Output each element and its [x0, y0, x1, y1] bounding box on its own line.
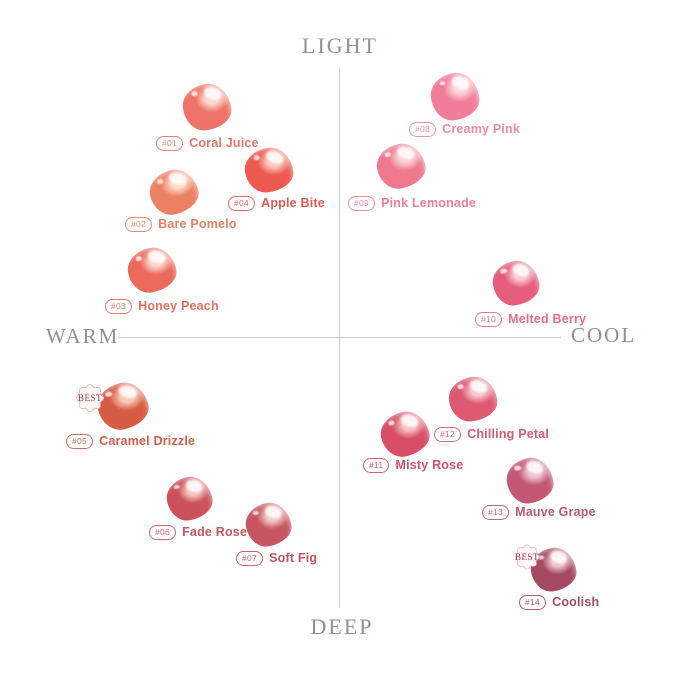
shade-name: Fade Rose [182, 525, 248, 539]
shade-name: Soft Fig [269, 551, 318, 565]
shade-label: #04 Apple Bite [228, 195, 325, 211]
shade-number-badge: #14 [519, 594, 547, 610]
best-badge-label: BEST [77, 393, 102, 403]
shade-name: Caramel Drizzle [99, 434, 196, 448]
swatch-drop [124, 244, 180, 296]
best-badge-label: BEST [514, 552, 539, 562]
swatch-drop [373, 140, 429, 192]
shade-number-badge: #07 [236, 550, 264, 566]
shade-label: #11 Misty Rose [363, 457, 463, 473]
shade-name: Apple Bite [261, 196, 325, 210]
swatch-drop [504, 455, 556, 506]
shade-label: #10 Melted Berry [475, 311, 586, 327]
shade-label: #12 Chilling Petal [434, 426, 549, 442]
shade-number-badge: #05 [66, 433, 94, 449]
shade-number-badge: #09 [348, 195, 376, 211]
swatch-drop [376, 407, 434, 461]
shade-number-badge: #02 [125, 216, 153, 232]
vertical-axis-line [339, 68, 340, 608]
best-badge-flower-icon [75, 383, 105, 413]
axis-label-deep: DEEP [310, 614, 374, 639]
shade-number-badge: #06 [149, 524, 177, 540]
best-badge-flower-icon [514, 544, 540, 570]
shade-number-badge: #13 [482, 504, 510, 520]
shade-label: #05 Caramel Drizzle [66, 433, 195, 449]
shade-label: #06 Fade Rose [149, 524, 247, 540]
swatch-drop [428, 70, 482, 123]
swatch-drop [242, 499, 295, 550]
shade-number-badge: #01 [156, 135, 184, 151]
shade-name: Coolish [552, 595, 600, 609]
shade-label: #08 Creamy Pink [409, 121, 520, 137]
swatch-drop [242, 145, 296, 195]
shade-name: Pink Lemonade [381, 196, 477, 210]
shade-number-badge: #03 [105, 298, 133, 314]
shade-name: Melted Berry [508, 312, 587, 326]
axis-label-warm: WARM [46, 324, 120, 348]
shade-name: Mauve Grape [515, 505, 596, 519]
axis-label-cool: COOL [571, 323, 637, 347]
shade-name: Coral Juice [189, 136, 259, 150]
swatch-drop [145, 164, 203, 220]
shade-name: Misty Rose [395, 458, 464, 472]
shade-label: #14 Coolish [519, 594, 599, 610]
swatch-drop [180, 81, 234, 133]
best-badge: BEST [70, 380, 110, 416]
shade-name: Creamy Pink [442, 122, 521, 136]
shade-number-badge: #11 [363, 457, 390, 473]
shade-number-badge: #08 [409, 121, 437, 137]
swatch-drop [446, 374, 500, 424]
swatch-drop [163, 473, 216, 524]
axis-label-light: LIGHT [302, 33, 378, 58]
shade-label: #02 Bare Pomelo [125, 216, 237, 232]
shade-label: #03 Honey Peach [105, 298, 219, 314]
shade-number-badge: #04 [228, 195, 256, 211]
swatch-drop [490, 258, 542, 308]
shade-number-badge: #12 [434, 426, 462, 442]
shade-name: Chilling Petal [467, 427, 550, 441]
shade-label: #01 Coral Juice [156, 135, 259, 151]
shade-label: #13 Mauve Grape [482, 504, 596, 520]
best-badge: BEST [509, 541, 545, 573]
shade-name: Bare Pomelo [158, 217, 237, 231]
shade-name: Honey Peach [138, 299, 219, 313]
horizontal-axis-line [118, 337, 561, 338]
shade-label: #07 Soft Fig [236, 550, 317, 566]
shade-number-badge: #10 [475, 311, 503, 327]
shade-label: #09 Pink Lemonade [348, 195, 476, 211]
